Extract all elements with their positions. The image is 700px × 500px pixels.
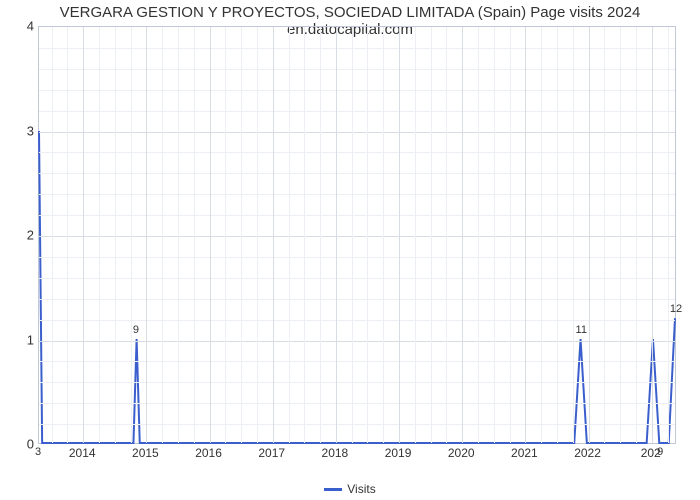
plot-area <box>38 26 676 444</box>
grid-minor-v <box>478 27 479 443</box>
grid-line-h <box>39 132 675 133</box>
grid-minor-v <box>178 27 179 443</box>
grid-line-v <box>83 27 84 443</box>
grid-minor-v <box>604 27 605 443</box>
grid-minor-v <box>162 27 163 443</box>
x-tick-label: 2021 <box>511 446 538 460</box>
grid-minor-v <box>431 27 432 443</box>
grid-minor-v <box>115 27 116 443</box>
grid-line-v <box>652 27 653 443</box>
x-tick-label: 2014 <box>69 446 96 460</box>
x-tick-label: 2022 <box>574 446 601 460</box>
grid-line-v <box>336 27 337 443</box>
grid-line-v <box>589 27 590 443</box>
grid-minor-v <box>573 27 574 443</box>
legend: Visits <box>0 482 700 496</box>
x-tick-label: 2018 <box>322 446 349 460</box>
grid-line-v <box>273 27 274 443</box>
legend-swatch <box>324 488 342 491</box>
grid-minor-v <box>636 27 637 443</box>
grid-minor-v <box>367 27 368 443</box>
grid-minor-v <box>541 27 542 443</box>
x-tick-label: 2019 <box>385 446 412 460</box>
x-tick-label: 2015 <box>132 446 159 460</box>
grid-minor-v <box>304 27 305 443</box>
y-tick-label: 4 <box>6 19 34 34</box>
grid-minor-v <box>352 27 353 443</box>
grid-minor-v <box>257 27 258 443</box>
grid-line-v <box>525 27 526 443</box>
grid-minor-v <box>194 27 195 443</box>
x-tick-label: 2016 <box>195 446 222 460</box>
grid-minor-h <box>39 194 675 195</box>
grid-minor-h <box>39 152 675 153</box>
grid-minor-h <box>39 257 675 258</box>
grid-minor-h <box>39 69 675 70</box>
grid-line-h <box>39 341 675 342</box>
point-label: 3 <box>35 446 41 458</box>
y-tick-label: 0 <box>6 437 34 452</box>
grid-minor-h <box>39 215 675 216</box>
grid-minor-h <box>39 278 675 279</box>
grid-minor-h <box>39 111 675 112</box>
grid-minor-v <box>67 27 68 443</box>
point-label: 11 <box>576 324 587 336</box>
grid-minor-h <box>39 173 675 174</box>
grid-minor-h <box>39 382 675 383</box>
grid-minor-v <box>241 27 242 443</box>
grid-line-v <box>210 27 211 443</box>
grid-minor-h <box>39 403 675 404</box>
grid-minor-h <box>39 48 675 49</box>
grid-minor-v <box>557 27 558 443</box>
x-tick-label: 2020 <box>448 446 475 460</box>
grid-minor-v <box>494 27 495 443</box>
grid-line-h <box>39 236 675 237</box>
y-tick-label: 3 <box>6 123 34 138</box>
grid-minor-v <box>620 27 621 443</box>
grid-minor-v <box>52 27 53 443</box>
legend-label: Visits <box>347 482 375 496</box>
grid-line-v <box>462 27 463 443</box>
y-tick-label: 1 <box>6 332 34 347</box>
grid-minor-v <box>383 27 384 443</box>
x-tick-label: 2017 <box>258 446 285 460</box>
chart-container: VERGARA GESTION Y PROYECTOS, SOCIEDAD LI… <box>0 0 700 500</box>
grid-minor-v <box>668 27 669 443</box>
point-label: 12 <box>670 303 682 315</box>
grid-minor-v <box>320 27 321 443</box>
grid-minor-h <box>39 299 675 300</box>
grid-minor-v <box>289 27 290 443</box>
y-tick-label: 2 <box>6 228 34 243</box>
grid-minor-v <box>131 27 132 443</box>
grid-minor-h <box>39 90 675 91</box>
grid-minor-v <box>415 27 416 443</box>
grid-minor-h <box>39 320 675 321</box>
grid-line-v <box>146 27 147 443</box>
grid-minor-v <box>225 27 226 443</box>
point-label: 9 <box>133 324 139 336</box>
grid-minor-v <box>510 27 511 443</box>
grid-minor-h <box>39 424 675 425</box>
grid-minor-v <box>446 27 447 443</box>
point-label: 9 <box>657 446 663 458</box>
grid-line-v <box>399 27 400 443</box>
grid-minor-h <box>39 361 675 362</box>
grid-minor-v <box>99 27 100 443</box>
